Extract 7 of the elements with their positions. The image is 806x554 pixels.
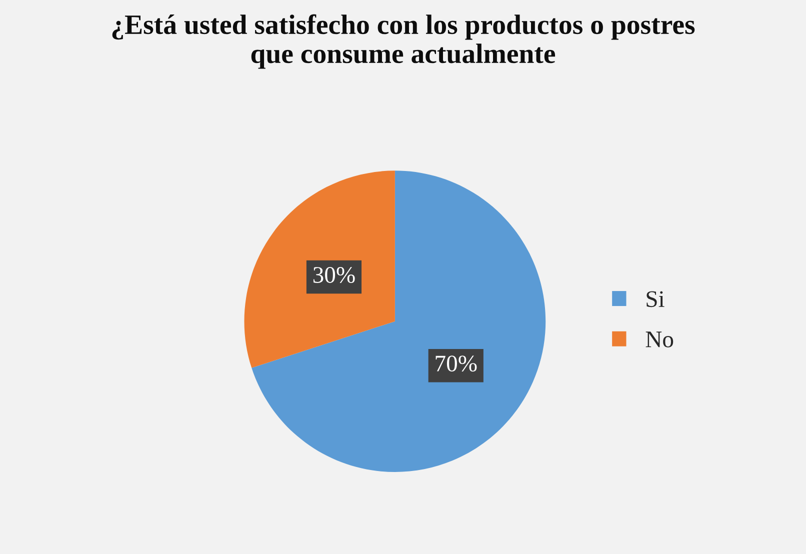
chart-title: ¿Está usted satisfecho con los productos o postres que consume actualmente xyxy=(112,14,695,69)
pie-slice xyxy=(244,170,395,368)
legend-label: No xyxy=(646,332,674,348)
data-label: 30% xyxy=(313,267,355,284)
legend-label: Si xyxy=(646,291,664,308)
pie-slice xyxy=(252,170,546,472)
data-label: 70% xyxy=(436,356,477,372)
